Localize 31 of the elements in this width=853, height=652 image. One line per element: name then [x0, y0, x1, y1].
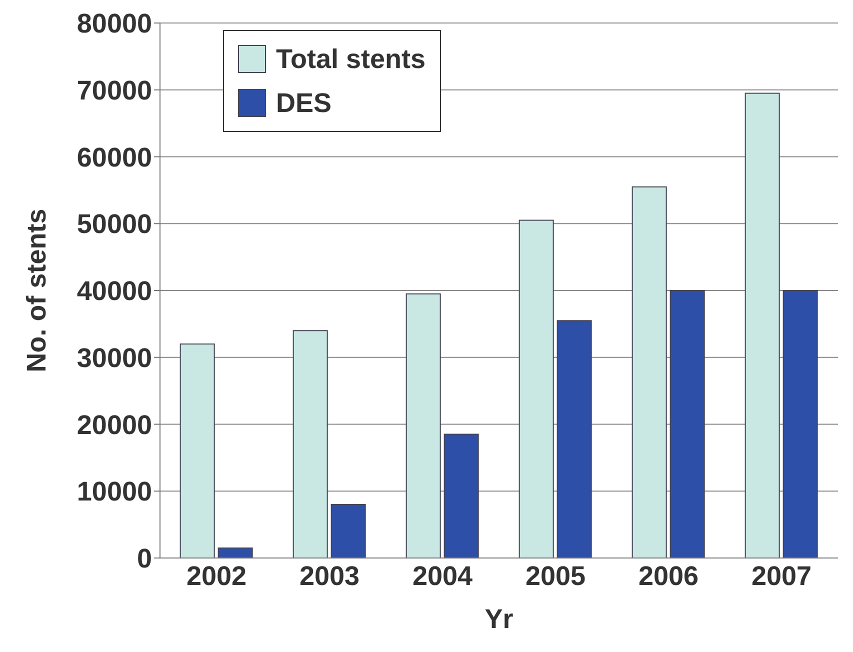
x-axis-title: Yr: [484, 604, 514, 634]
x-tick-label: 2002: [186, 561, 247, 592]
y-axis-title: No. of stents: [22, 208, 52, 372]
y-tick-label: 70000: [76, 75, 152, 106]
y-tick-label: 40000: [76, 276, 152, 306]
x-tick-label: 2007: [751, 561, 812, 592]
bar: [670, 290, 705, 558]
bar: [518, 220, 554, 558]
bar: [444, 434, 479, 558]
bar: [406, 293, 441, 558]
y-tick-label: 60000: [76, 142, 152, 172]
bar: [292, 330, 328, 558]
x-tick-label: 2005: [525, 561, 586, 592]
bar: [556, 320, 592, 558]
x-tick-label: 2006: [638, 561, 699, 592]
bar: [744, 92, 780, 558]
legend-label: DES: [276, 88, 332, 118]
y-tick-label: 80000: [76, 8, 152, 39]
bar: [218, 547, 253, 558]
x-tick-label: 2003: [299, 561, 360, 592]
x-tick-label: 2004: [412, 561, 473, 592]
bar: [330, 504, 366, 558]
bar: [180, 344, 215, 558]
y-tick-label: 0: [136, 544, 152, 574]
y-tick-label: 20000: [76, 410, 152, 440]
bar: [782, 290, 818, 558]
y-tick-label: 30000: [76, 342, 152, 373]
y-tick-label: 50000: [76, 209, 152, 240]
bar: [632, 186, 667, 558]
legend-label: Total stents: [276, 44, 426, 74]
y-tick-label: 10000: [76, 476, 152, 507]
